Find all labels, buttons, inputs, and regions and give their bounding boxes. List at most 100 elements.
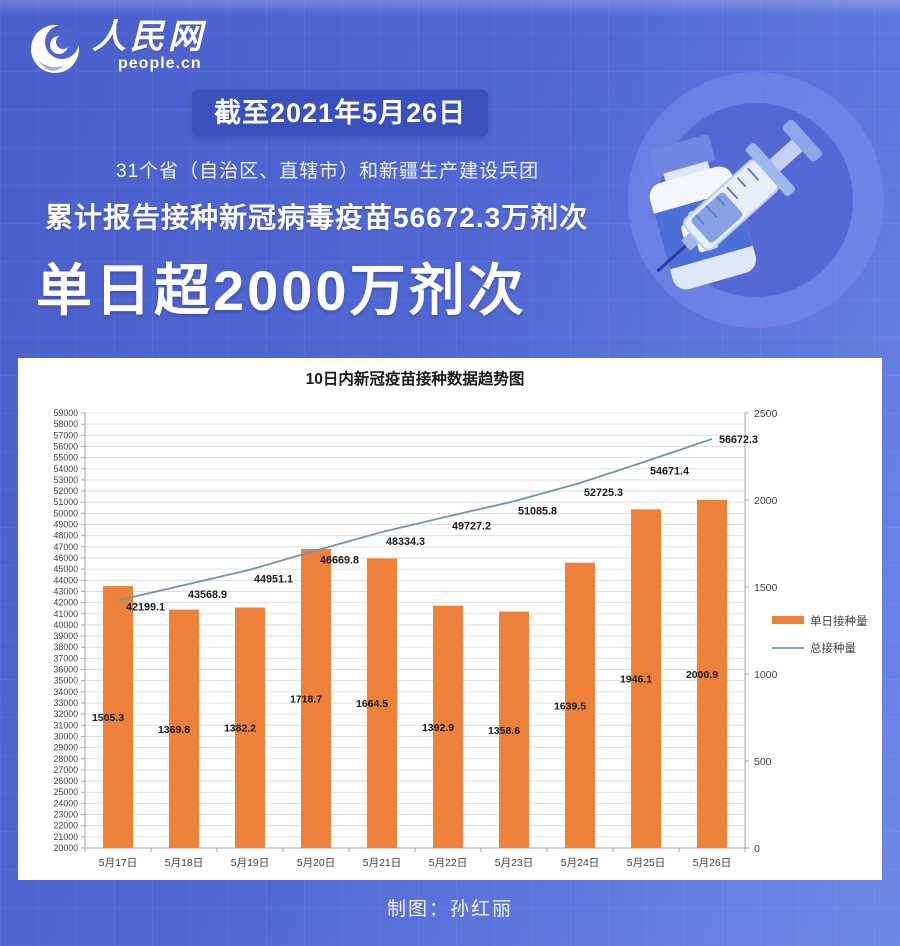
svg-text:41000: 41000	[54, 609, 79, 619]
svg-text:1946.1: 1946.1	[620, 674, 652, 686]
bar	[169, 609, 199, 848]
svg-text:5月22日: 5月22日	[429, 857, 468, 869]
bar	[565, 562, 595, 848]
cumulative-doses-line: 累计报告接种新冠病毒疫苗56672.3万剂次	[45, 202, 589, 233]
svg-text:54671.4: 54671.4	[650, 465, 689, 477]
svg-text:46000: 46000	[54, 553, 79, 563]
svg-text:21000: 21000	[54, 832, 79, 842]
footer-credit: 制图：孙红丽	[386, 899, 513, 920]
svg-text:38000: 38000	[54, 642, 79, 652]
chart-title: 10日内新冠疫苗接种数据趋势图	[306, 369, 525, 388]
svg-text:26000: 26000	[54, 776, 79, 786]
region-subtitle: 31个省（自治区、直辖市）和新疆生产建设兵团	[116, 161, 540, 182]
svg-text:50000: 50000	[54, 508, 79, 518]
svg-text:46669.8: 46669.8	[320, 555, 359, 567]
svg-text:49727.2: 49727.2	[452, 520, 491, 532]
svg-text:27000: 27000	[54, 765, 79, 775]
svg-text:1639.5: 1639.5	[554, 700, 586, 712]
svg-text:52000: 52000	[54, 486, 79, 496]
svg-text:5月21日: 5月21日	[363, 857, 402, 869]
svg-text:5月23日: 5月23日	[495, 857, 534, 869]
svg-text:5月18日: 5月18日	[165, 857, 204, 869]
svg-text:2000.9: 2000.9	[686, 669, 718, 681]
svg-text:44951.1: 44951.1	[254, 574, 293, 586]
svg-text:33000: 33000	[54, 698, 79, 708]
svg-text:58000: 58000	[54, 419, 79, 429]
logo-en-text: people.cn	[118, 55, 202, 72]
bar	[367, 558, 397, 848]
svg-text:1500: 1500	[754, 582, 778, 594]
bar-series: 1505.3 1369.8 1382.2 1718.7 1664.5 1392.9 1358…	[92, 499, 727, 848]
svg-text:37000: 37000	[54, 653, 79, 663]
svg-text:28000: 28000	[54, 754, 79, 764]
bar	[499, 611, 529, 848]
svg-text:39000: 39000	[54, 631, 79, 641]
svg-text:59000: 59000	[54, 408, 79, 418]
svg-text:5月17日: 5月17日	[99, 857, 138, 869]
svg-text:500: 500	[754, 756, 772, 768]
bar	[631, 509, 661, 848]
vaccine-illustration	[628, 72, 884, 328]
svg-text:47000: 47000	[54, 542, 79, 552]
bar	[235, 607, 265, 848]
people-cn-logo: 人民网 people.cn	[28, 20, 206, 76]
svg-text:57000: 57000	[54, 430, 79, 440]
svg-text:总接种量: 总接种量	[810, 641, 856, 655]
svg-text:52725.3: 52725.3	[584, 487, 623, 499]
svg-text:48334.3: 48334.3	[386, 536, 425, 548]
legend-bar-swatch	[772, 616, 804, 624]
svg-text:45000: 45000	[54, 564, 79, 574]
svg-text:51085.8: 51085.8	[518, 505, 557, 517]
svg-text:54000: 54000	[54, 464, 79, 474]
svg-text:5月19日: 5月19日	[231, 857, 270, 869]
svg-text:43568.9: 43568.9	[188, 589, 227, 601]
chart-panel: 10日内新冠疫苗接种数据趋势图 59000 58000 57000 56000 55000…	[18, 358, 882, 880]
svg-text:1718.7: 1718.7	[290, 693, 322, 705]
svg-text:43000: 43000	[54, 586, 79, 596]
svg-text:25000: 25000	[54, 787, 79, 797]
svg-text:40000: 40000	[54, 620, 79, 630]
svg-text:单日接种量: 单日接种量	[810, 614, 868, 628]
svg-text:32000: 32000	[54, 709, 79, 719]
svg-text:5月24日: 5月24日	[561, 857, 600, 869]
svg-text:44000: 44000	[54, 575, 79, 585]
svg-text:5月25日: 5月25日	[627, 857, 666, 869]
bar	[433, 605, 463, 848]
svg-text:5月20日: 5月20日	[297, 857, 336, 869]
logo-cn-text: 人民网	[92, 18, 206, 56]
svg-text:35000: 35000	[54, 676, 79, 686]
svg-text:55000: 55000	[54, 453, 79, 463]
svg-text:2500: 2500	[754, 408, 778, 420]
svg-text:1358.6: 1358.6	[488, 725, 520, 737]
svg-text:1505.3: 1505.3	[92, 712, 124, 724]
svg-text:42199.1: 42199.1	[126, 601, 165, 613]
svg-text:30000: 30000	[54, 731, 79, 741]
svg-text:5月26日: 5月26日	[693, 857, 732, 869]
line-series: 42199.1 43568.9 44951.1 46669.8 48334.3 49727…	[117, 434, 758, 613]
svg-text:29000: 29000	[54, 743, 79, 753]
svg-text:1000: 1000	[754, 669, 778, 681]
svg-text:49000: 49000	[54, 520, 79, 530]
svg-text:56672.3: 56672.3	[719, 434, 758, 446]
svg-text:23000: 23000	[54, 810, 79, 820]
bar	[697, 499, 727, 848]
bar	[103, 586, 133, 848]
svg-text:56000: 56000	[54, 441, 79, 451]
svg-text:51000: 51000	[54, 497, 79, 507]
svg-text:22000: 22000	[54, 821, 79, 831]
svg-text:10日内新冠疫苗接种数据趋势图: 10日内新冠疫苗接种数据趋势图	[306, 369, 525, 388]
svg-text:1382.2: 1382.2	[224, 723, 256, 735]
svg-text:53000: 53000	[54, 475, 79, 485]
syringe-icon	[656, 119, 822, 273]
svg-text:1392.9: 1392.9	[422, 722, 454, 734]
date-badge: 截至2021年5月26日	[192, 90, 489, 136]
svg-text:31000: 31000	[54, 720, 79, 730]
headline: 单日超2000万剂次	[36, 259, 527, 322]
people-cn-swirl-icon	[31, 25, 79, 73]
svg-text:34000: 34000	[54, 687, 79, 697]
svg-text:1369.8: 1369.8	[158, 724, 190, 736]
bar	[301, 548, 331, 848]
svg-text:2000: 2000	[754, 495, 778, 507]
